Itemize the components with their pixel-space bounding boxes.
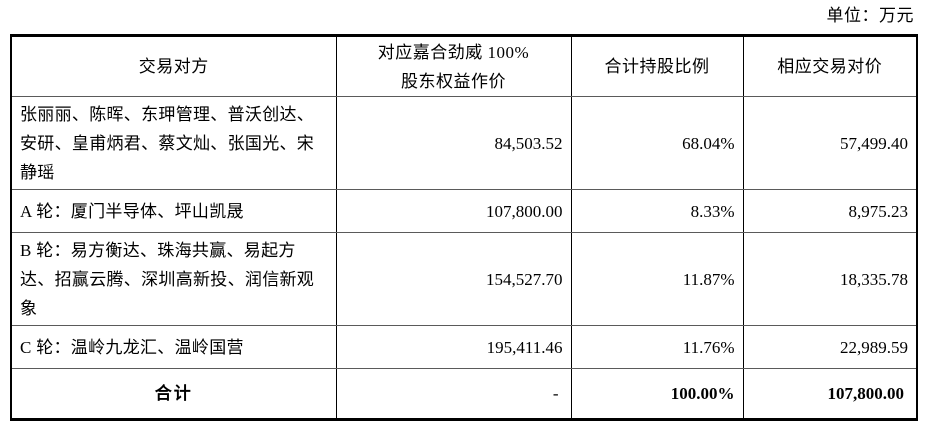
table-row: B 轮：易方衡达、珠海共赢、易起方达、招赢云腾、深圳高新投、润信新观象 154,… xyxy=(11,232,917,326)
cell-ratio: 11.76% xyxy=(570,325,744,369)
cell-party: 张丽丽、陈晖、东玾管理、普沃创达、安研、皇甫炳君、蔡文灿、张国光、宋静瑶 xyxy=(11,96,337,190)
cell-total-label: 合计 xyxy=(11,368,337,420)
cell-equity-value: 107,800.00 xyxy=(335,189,572,233)
column-header-party: 交易对方 xyxy=(11,35,337,97)
cell-price: 8,975.23 xyxy=(742,189,917,233)
table-total-row: 合计 - 100.00% 107,800.00 xyxy=(11,368,917,420)
table-row: A 轮：厦门半导体、坪山凯晟 107,800.00 8.33% 8,975.23 xyxy=(11,189,917,233)
column-header-equity-value-line2: 股东权益作价 xyxy=(401,71,506,91)
table-row: 张丽丽、陈晖、东玾管理、普沃创达、安研、皇甫炳君、蔡文灿、张国光、宋静瑶 84,… xyxy=(11,96,917,190)
cell-party: B 轮：易方衡达、珠海共赢、易起方达、招赢云腾、深圳高新投、润信新观象 xyxy=(11,232,337,326)
cell-equity-value: 154,527.70 xyxy=(335,232,572,326)
cell-price: 22,989.59 xyxy=(742,325,917,369)
table-header-row: 交易对方 对应嘉合劲威 100% 股东权益作价 合计持股比例 相应交易对价 xyxy=(11,35,917,97)
table-row: C 轮：温岭九龙汇、温岭国营 195,411.46 11.76% 22,989.… xyxy=(11,325,917,369)
cell-ratio: 68.04% xyxy=(570,96,744,190)
cell-total-equity-value: - xyxy=(335,368,572,420)
column-header-transaction-price: 相应交易对价 xyxy=(742,35,917,97)
cell-party: C 轮：温岭九龙汇、温岭国营 xyxy=(11,325,337,369)
column-header-equity-value-line1: 对应嘉合劲威 100% xyxy=(377,42,530,62)
column-header-equity-value: 对应嘉合劲威 100% 股东权益作价 xyxy=(335,35,572,97)
cell-ratio: 11.87% xyxy=(570,232,744,326)
cell-equity-value: 195,411.46 xyxy=(335,325,572,369)
transaction-table-container: 交易对方 对应嘉合劲威 100% 股东权益作价 合计持股比例 相应交易对价 张丽… xyxy=(10,34,918,421)
cell-equity-value: 84,503.52 xyxy=(335,96,572,190)
cell-total-ratio: 100.00% xyxy=(570,368,744,420)
cell-ratio: 8.33% xyxy=(570,189,744,233)
transaction-counterparty-table: 交易对方 对应嘉合劲威 100% 股东权益作价 合计持股比例 相应交易对价 张丽… xyxy=(10,34,918,421)
unit-note: 单位：万元 xyxy=(826,6,914,25)
cell-total-price: 107,800.00 xyxy=(742,368,917,420)
cell-price: 57,499.40 xyxy=(742,96,917,190)
column-header-shareholding-ratio: 合计持股比例 xyxy=(570,35,744,97)
cell-party: A 轮：厦门半导体、坪山凯晟 xyxy=(11,189,337,233)
cell-price: 18,335.78 xyxy=(742,232,917,326)
